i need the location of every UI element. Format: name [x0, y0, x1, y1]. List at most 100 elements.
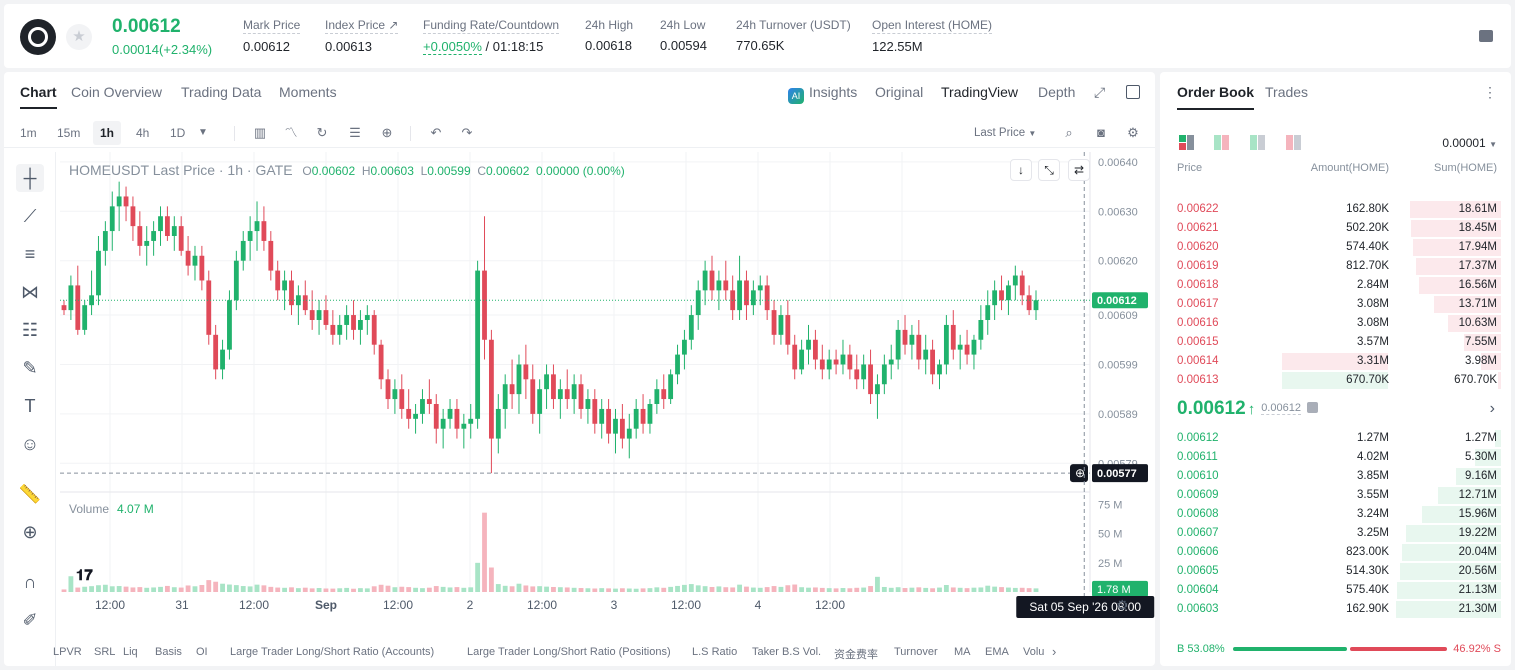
fib-icon[interactable]: ☷	[21, 320, 39, 340]
tab-trades[interactable]: Trades	[1265, 84, 1309, 100]
crosshair-icon[interactable]: ┼	[16, 164, 44, 192]
ask-row[interactable]: 0.00618 2.84M 16.56M	[1160, 276, 1511, 295]
insights-button[interactable]: AI Insights	[788, 84, 857, 104]
book-mode-both-icon[interactable]	[1179, 135, 1195, 151]
ask-row[interactable]: 0.00622 162.80K 18.61M	[1160, 200, 1511, 219]
stat-index-price[interactable]: Index Price ↗ 0.00613	[325, 18, 399, 54]
bid-row[interactable]: 0.00605 514.30K 20.56M	[1160, 562, 1511, 581]
pencil-lock-icon[interactable]: ✐	[22, 610, 38, 630]
bid-row[interactable]: 0.00604 575.40K 21.13M	[1160, 581, 1511, 600]
candle-type-icon[interactable]: ▥	[253, 125, 267, 140]
bid-row[interactable]: 0.00607 3.25M 19.22M	[1160, 524, 1511, 543]
ask-row[interactable]: 0.00614 3.31M 3.98M	[1160, 352, 1511, 371]
book-mode-split-icon[interactable]	[1214, 135, 1230, 151]
expand-icon[interactable]: ⤢	[1094, 84, 1106, 100]
timeframe-1d[interactable]: 1D	[170, 126, 186, 140]
stat-funding-rate[interactable]: Funding Rate/Countdown +0.0050% / 01:18:…	[423, 18, 560, 55]
trendline-icon[interactable]: ⟋	[23, 206, 37, 226]
ask-row[interactable]: 0.00613 670.70K 670.70K	[1160, 371, 1511, 390]
indicator-6[interactable]: Large Trader Long/Short Ratio (Positions…	[467, 646, 671, 658]
indicator-13[interactable]: Volu	[1023, 646, 1045, 658]
ask-row[interactable]: 0.00620 574.40K 17.94M	[1160, 238, 1511, 257]
bid-row[interactable]: 0.00603 162.90K 21.30M	[1160, 600, 1511, 619]
row-price: 0.00612	[1177, 432, 1219, 444]
search-icon[interactable]: ⌕	[1065, 125, 1073, 140]
stat-mark-price[interactable]: Mark Price 0.00612	[243, 18, 301, 54]
bid-row[interactable]: 0.00608 3.24M 15.96M	[1160, 505, 1511, 524]
emoji-icon[interactable]: ☺	[20, 434, 40, 454]
indicators-icon[interactable]: 〽	[284, 125, 298, 140]
indicator-2[interactable]: Liq	[123, 646, 138, 658]
fullscreen-icon[interactable]	[1126, 85, 1140, 99]
timeframe-1m[interactable]: 1m	[20, 126, 37, 140]
indicator-8[interactable]: Taker B.S Vol.	[752, 646, 822, 658]
gear-icon[interactable]: ⚙	[1127, 125, 1139, 140]
pattern-icon[interactable]: ⋈	[21, 282, 39, 302]
volume-bar	[413, 587, 418, 592]
price-type-select[interactable]: Last Price ▼	[974, 127, 1037, 139]
camera-icon[interactable]: ◙	[1097, 125, 1105, 140]
tab-moments[interactable]: Moments	[279, 84, 337, 100]
indicator-4[interactable]: OI	[196, 646, 208, 658]
volume-bar	[551, 586, 556, 592]
indicator-7[interactable]: L.S Ratio	[692, 646, 738, 658]
bid-row[interactable]: 0.00611 4.02M 5.30M	[1160, 448, 1511, 467]
book-mode-bids-icon[interactable]	[1250, 135, 1266, 151]
favorite-star-icon[interactable]: ★	[66, 24, 92, 50]
indicator-1[interactable]: SRL	[94, 646, 116, 658]
volume-bar	[916, 587, 922, 592]
bid-row[interactable]: 0.00610 3.85M 9.16M	[1160, 467, 1511, 486]
chevron-down-icon[interactable]: ▼	[198, 127, 208, 138]
bid-row[interactable]: 0.00606 823.00K 20.04M	[1160, 543, 1511, 562]
bid-row[interactable]: 0.00612 1.27M 1.27M	[1160, 429, 1511, 448]
view-depth[interactable]: Depth	[1038, 84, 1076, 100]
book-mode-asks-icon[interactable]	[1286, 135, 1302, 151]
zoom-in-icon[interactable]: ⊕	[22, 522, 38, 542]
arrow-down-icon[interactable]: ↓	[1010, 159, 1032, 181]
brush-icon[interactable]: ✎	[22, 358, 38, 378]
indicator-12[interactable]: EMA	[985, 646, 1009, 658]
redo-icon[interactable]: ↷	[461, 125, 473, 140]
view-tradingview[interactable]: TradingView	[941, 84, 1019, 100]
more-icon[interactable]: ⋮	[1483, 84, 1497, 100]
templates-icon[interactable]: ☰	[349, 125, 361, 140]
precision-select[interactable]: 0.00001 ▼	[1442, 136, 1497, 150]
undo-icon[interactable]: ↶	[430, 125, 442, 140]
horizontal-lines-icon[interactable]: ≡	[24, 244, 36, 264]
stat-open-interest[interactable]: Open Interest (HOME) 122.55M	[872, 18, 993, 54]
timeframe-1h[interactable]: 1h	[93, 121, 122, 145]
indicator-0[interactable]: LPVR	[53, 646, 82, 658]
tab-coin-overview[interactable]: Coin Overview	[71, 84, 163, 100]
timeframe-15m[interactable]: 15m	[57, 126, 81, 140]
ask-row[interactable]: 0.00619 812.70K 17.37M	[1160, 257, 1511, 276]
indicator-11[interactable]: MA	[954, 646, 971, 658]
text-icon[interactable]: T	[24, 396, 36, 416]
add-indicator-icon[interactable]: ⊕	[381, 125, 393, 140]
timeframe-4h[interactable]: 4h	[136, 126, 150, 140]
chevron-right-icon[interactable]: ›	[1489, 400, 1495, 417]
indicator-10[interactable]: Turnover	[894, 646, 938, 658]
swap-icon[interactable]: ⇄	[1068, 159, 1090, 181]
indicator-3[interactable]: Basis	[155, 646, 182, 658]
ask-row[interactable]: 0.00616 3.08M 10.63M	[1160, 314, 1511, 333]
collapse-icon[interactable]: ⤡	[1038, 159, 1060, 181]
price-chart[interactable]: 0.00640 0.00630 0.00620 0.00609 0.00599 0.005…	[60, 152, 1155, 666]
tab-chart[interactable]: Chart	[20, 84, 57, 109]
replay-icon[interactable]: ↻	[316, 125, 328, 140]
view-original[interactable]: Original	[875, 84, 924, 100]
tab-trading-data[interactable]: Trading Data	[181, 84, 262, 100]
book-icon[interactable]	[1479, 30, 1493, 42]
ask-row[interactable]: 0.00615 3.57M 7.55M	[1160, 333, 1511, 352]
ruler-icon[interactable]: 📏	[18, 484, 42, 504]
indicator-5[interactable]: Large Trader Long/Short Ratio (Accounts)	[230, 646, 435, 658]
ask-row[interactable]: 0.00621 502.20K 18.45M	[1160, 219, 1511, 238]
chevron-right-icon[interactable]: ›	[1052, 644, 1057, 659]
candle-body	[440, 418, 446, 429]
candlestick-chart[interactable]: 0.00640 0.00630 0.00620 0.00609 0.00599 0.005…	[60, 152, 1155, 666]
bid-row[interactable]: 0.00609 3.55M 12.71M	[1160, 486, 1511, 505]
ask-row[interactable]: 0.00617 3.08M 13.71M	[1160, 295, 1511, 314]
indicator-9[interactable]: 资金费率	[834, 649, 878, 661]
magnet-icon[interactable]: ∩	[23, 572, 37, 592]
tab-order-book[interactable]: Order Book	[1177, 84, 1255, 110]
candle-body	[199, 255, 205, 281]
